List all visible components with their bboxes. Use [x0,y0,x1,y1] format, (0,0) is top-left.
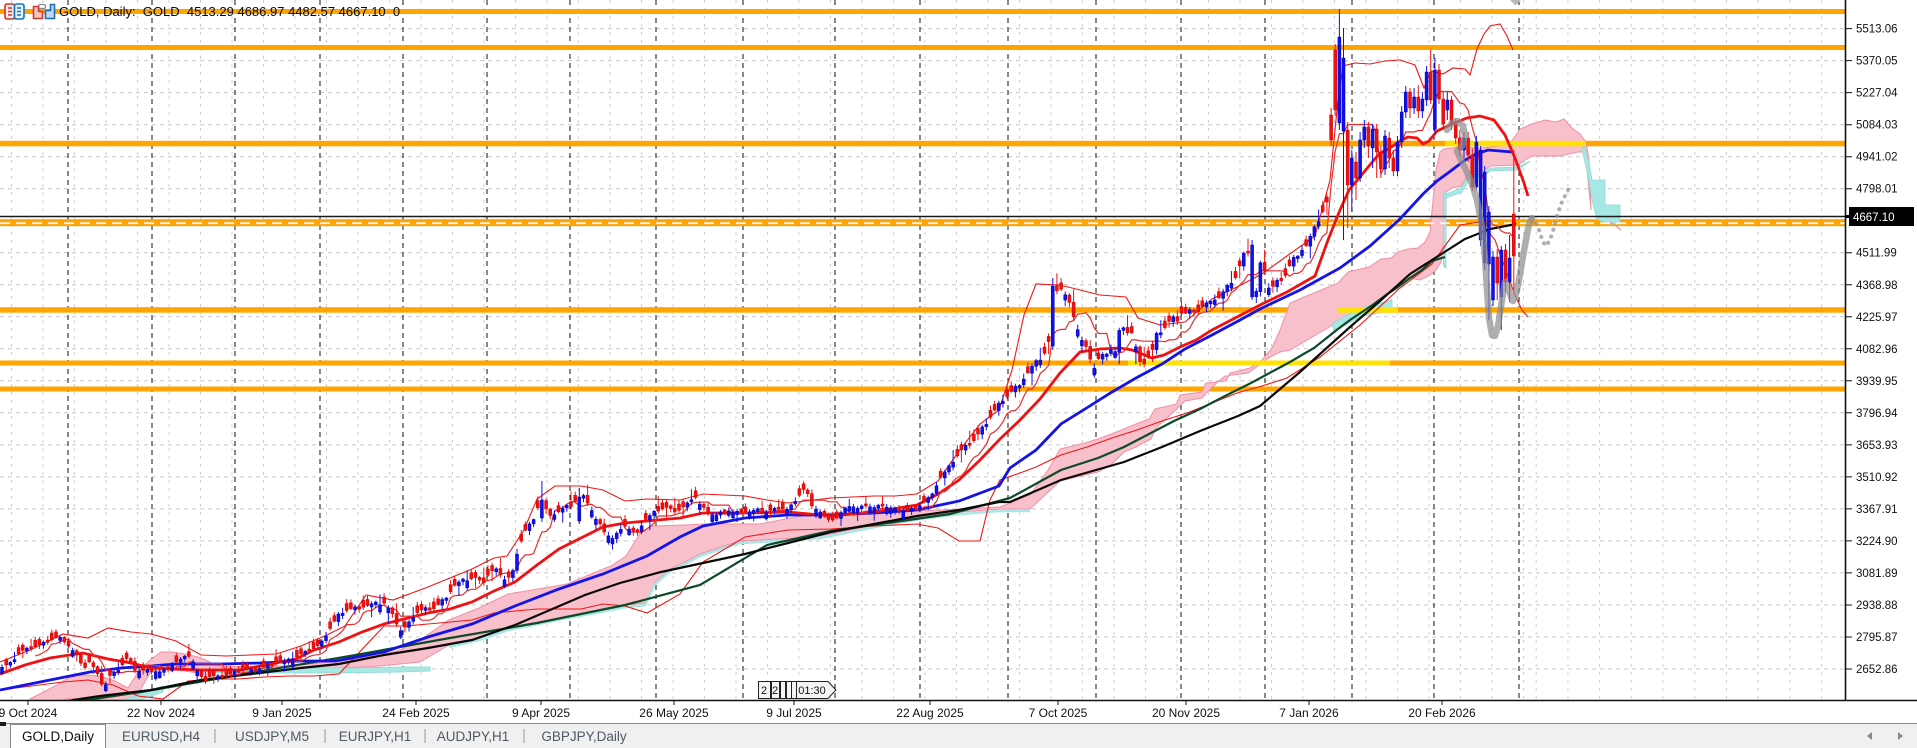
svg-text:26 May 2025: 26 May 2025 [639,706,709,720]
svg-text:2938.88: 2938.88 [1856,600,1898,612]
svg-text:AUDJPY,H1: AUDJPY,H1 [437,729,510,744]
svg-text:9 Jul 2025: 9 Jul 2025 [766,706,822,720]
svg-text:EURUSD,H4: EURUSD,H4 [122,729,201,744]
svg-text:2: 2 [761,685,767,697]
svg-text:9 Jan 2025: 9 Jan 2025 [252,706,312,720]
svg-text:GOLD,Daily: GOLD,Daily [22,729,94,744]
svg-text:22 Nov 2024: 22 Nov 2024 [127,706,195,720]
svg-text:2: 2 [772,685,778,697]
svg-text:3367.91: 3367.91 [1856,504,1898,516]
svg-text:4798.01: 4798.01 [1856,184,1898,196]
svg-text:20 Nov 2025: 20 Nov 2025 [1152,706,1220,720]
svg-text:4368.98: 4368.98 [1856,280,1898,292]
svg-text:3081.89: 3081.89 [1856,568,1898,580]
svg-text:2652.86: 2652.86 [1856,664,1898,676]
svg-text:5513.06: 5513.06 [1856,24,1898,36]
svg-text:20 Feb 2026: 20 Feb 2026 [1408,706,1476,720]
svg-text:22 Aug 2025: 22 Aug 2025 [896,706,964,720]
svg-text:USDJPY,M5: USDJPY,M5 [235,729,309,744]
svg-text:4941.02: 4941.02 [1856,152,1898,164]
svg-text:7 Jan 2026: 7 Jan 2026 [1279,706,1339,720]
svg-text:4225.97: 4225.97 [1856,312,1898,324]
svg-text:EURJPY,H1: EURJPY,H1 [339,729,412,744]
svg-text:7 Oct 2025: 7 Oct 2025 [1029,706,1088,720]
svg-text:GBPJPY,Daily: GBPJPY,Daily [541,729,627,744]
svg-text:01:30: 01:30 [798,685,826,697]
svg-text:3796.94: 3796.94 [1856,408,1898,420]
svg-text:GOLD, Daily: GOLD 4513.29 46: GOLD, Daily: GOLD 4513.29 4686.97 4482.5… [59,4,400,19]
svg-text:5227.04: 5227.04 [1856,88,1898,100]
svg-text:3939.95: 3939.95 [1856,376,1898,388]
svg-text:24 Feb 2025: 24 Feb 2025 [382,706,450,720]
svg-text:3510.92: 3510.92 [1856,472,1898,484]
svg-text:9 Oct 2024: 9 Oct 2024 [0,706,58,720]
svg-text:3224.90: 3224.90 [1856,536,1898,548]
svg-text:3653.93: 3653.93 [1856,440,1898,452]
svg-text:5370.05: 5370.05 [1856,56,1898,68]
svg-text:4667.10: 4667.10 [1853,212,1895,224]
svg-text:2795.87: 2795.87 [1856,632,1898,644]
svg-text:4511.99: 4511.99 [1856,248,1897,260]
svg-text:9 Apr 2025: 9 Apr 2025 [512,706,570,720]
svg-text:4082.96: 4082.96 [1856,344,1898,356]
svg-text:5084.03: 5084.03 [1856,120,1898,132]
